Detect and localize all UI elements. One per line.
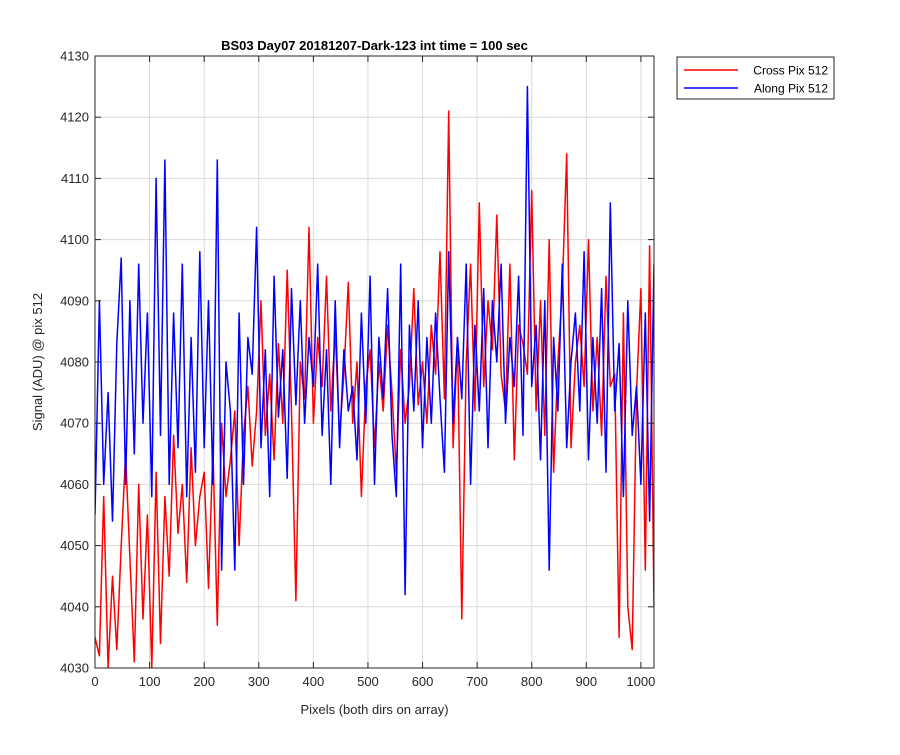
x-tick-label: 300 <box>248 674 270 689</box>
y-tick-label: 4130 <box>60 49 89 64</box>
series-layer <box>95 85 654 668</box>
y-tick-label: 4060 <box>60 477 89 492</box>
legend-label-along: Along Pix 512 <box>754 82 828 96</box>
x-tick-label: 700 <box>466 674 488 689</box>
legend-box <box>676 56 835 100</box>
y-tick-label: 4070 <box>60 416 89 431</box>
y-tick-label: 4030 <box>60 661 89 676</box>
x-tick-label: 200 <box>193 674 215 689</box>
y-axis-label: Signal (ADU) @ pix 512 <box>30 293 45 431</box>
x-tick-label: 400 <box>303 674 325 689</box>
y-tick-label: 4110 <box>61 171 89 186</box>
x-tick-label: 0 <box>91 674 98 689</box>
y-tick-label: 4080 <box>60 355 89 370</box>
x-axis-label: Pixels (both dirs on array) <box>300 702 448 717</box>
x-tick-label: 1000 <box>626 674 655 689</box>
y-tick-label: 4040 <box>60 599 89 614</box>
legend: Cross Pix 512 Along Pix 512 <box>676 56 835 100</box>
y-tick-label: 4050 <box>60 538 89 553</box>
y-tick-label: 4090 <box>60 293 89 308</box>
x-tick-label: 500 <box>357 674 379 689</box>
x-tick-label: 800 <box>521 674 543 689</box>
y-tick-label: 4100 <box>60 232 89 247</box>
ticks: 0 100 200 300 400 500 600 700 800 900 1000 4030 4040… <box>60 49 655 690</box>
y-tick-label: 4120 <box>60 110 89 125</box>
x-tick-label: 100 <box>139 674 161 689</box>
legend-label-cross: Cross Pix 512 <box>753 64 828 78</box>
series-line-along-pix-512 <box>95 85 654 596</box>
x-tick-label: 900 <box>575 674 597 689</box>
chart-title: BS03 Day07 20181207-Dark-123 int time = … <box>221 38 528 53</box>
x-tick-label: 600 <box>412 674 434 689</box>
